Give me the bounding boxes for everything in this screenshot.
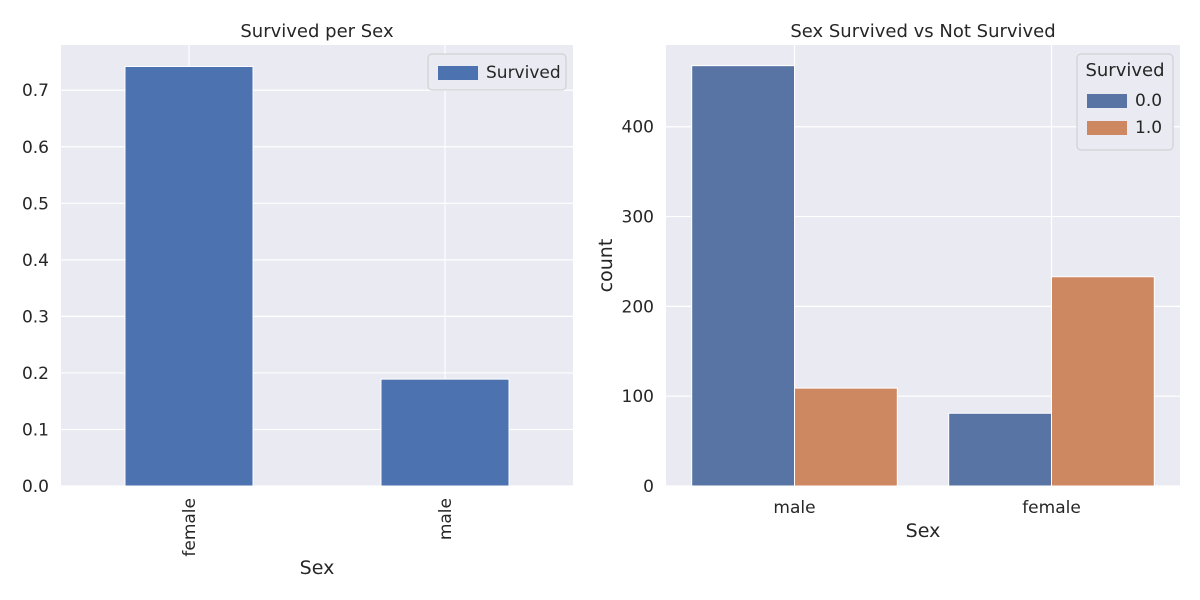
chart-title: Sex Survived vs Not Survived [790, 21, 1055, 42]
y-tick-label: 0.3 [22, 307, 49, 327]
legend-box [427, 53, 567, 91]
bar [1051, 276, 1155, 487]
bar [948, 412, 1053, 487]
y-tick-label: 0.0 [22, 477, 49, 497]
legend-label: Survived [486, 63, 561, 83]
chart-title: Survived per Sex [240, 21, 394, 42]
legend-swatch [1087, 121, 1127, 135]
x-tick-label: female [180, 498, 200, 557]
legend-label: 0.0 [1135, 91, 1162, 111]
y-tick-label: 0.7 [22, 81, 49, 101]
legend-label: 1.0 [1135, 118, 1162, 138]
y-tick-label: 0.2 [22, 364, 49, 384]
legend-swatch [1087, 94, 1127, 108]
y-tick-label: 200 [622, 297, 654, 317]
y-tick-label: 0.4 [22, 251, 49, 271]
y-tick-label: 400 [622, 118, 654, 138]
legend: Survived [427, 53, 567, 91]
y-tick-label: 100 [622, 387, 654, 407]
y-tick-label: 0.5 [22, 194, 49, 214]
chart-sex-survived-vs-not: 0 100 200 300 400 male female Sex Survived vs… [595, 21, 1180, 542]
bar [794, 387, 898, 487]
x-tick-label: male [773, 498, 815, 518]
legend-swatch [438, 66, 478, 80]
y-tick-label: 0.1 [22, 420, 49, 440]
bar [380, 378, 510, 487]
x-tick-label: female [1022, 498, 1081, 518]
bar [124, 65, 254, 487]
chart-survived-per-sex: 0.0 0.1 0.2 0.3 0.4 0.5 0.6 0.7 female male Surv… [22, 21, 573, 579]
x-axis-label: Sex [300, 557, 335, 579]
y-tick-label: 0 [643, 477, 654, 497]
x-axis-label: Sex [906, 520, 941, 542]
legend-title: Survived [1085, 60, 1164, 81]
y-tick-label: 300 [622, 208, 654, 228]
legend: Survived 0.0 1.0 [1076, 53, 1174, 151]
bar [691, 65, 796, 487]
y-tick-label: 0.6 [22, 138, 49, 158]
x-tick-label: male [436, 498, 456, 540]
y-axis-label: count [595, 239, 617, 293]
